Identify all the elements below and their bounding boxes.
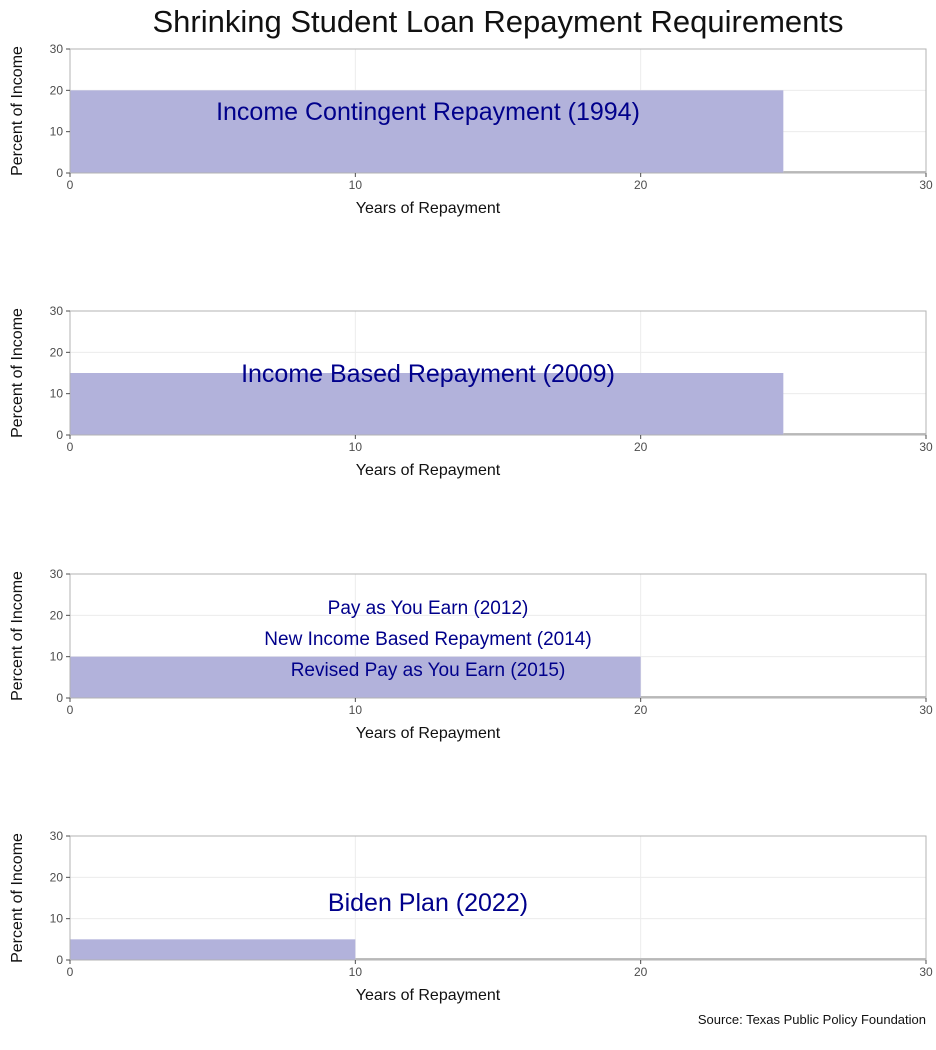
y-axis-title: Percent of Income — [9, 46, 26, 176]
y-tick-label: 20 — [50, 345, 64, 359]
bar-1 — [70, 656, 641, 698]
annotation: Pay as You Earn (2012) — [328, 598, 529, 619]
source-note: Source: Texas Public Policy Foundation — [697, 1012, 926, 1027]
annotation: New Income Based Repayment (2014) — [264, 629, 591, 650]
y-tick-label: 20 — [50, 870, 64, 884]
x-tick-label: 0 — [67, 178, 74, 192]
y-axis-title: Percent of Income — [9, 833, 26, 963]
x-axis-title: Years of Repayment — [356, 200, 501, 217]
x-tick-label: 30 — [919, 440, 933, 454]
y-tick-label: 20 — [50, 83, 64, 97]
x-tick-label: 10 — [349, 440, 363, 454]
panel-border — [69, 573, 927, 699]
x-tick-label: 30 — [919, 703, 933, 717]
x-axis-title: Years of Repayment — [356, 725, 501, 742]
x-tick-label: 0 — [67, 965, 74, 979]
y-tick-label: 0 — [56, 953, 63, 967]
y-tick-label: 30 — [50, 304, 64, 318]
y-axis-title: Percent of Income — [9, 308, 26, 438]
x-tick-label: 10 — [349, 965, 363, 979]
chart-title: Shrinking Student Loan Repayment Require… — [152, 4, 844, 39]
y-tick-label: 30 — [50, 42, 64, 56]
panel-border — [69, 835, 927, 961]
annotation: Income Contingent Repayment (1994) — [216, 98, 640, 126]
y-axis-title: Percent of Income — [9, 571, 26, 701]
y-tick-label: 0 — [56, 166, 63, 180]
x-tick-label: 10 — [349, 703, 363, 717]
panel-1: 0 10 20 30 0 10 20 30 Years of Repayment Percent … — [9, 42, 933, 217]
x-axis-title: Years of Repayment — [356, 462, 501, 479]
bar-1 — [70, 373, 784, 435]
panel-2: 0 10 20 30 0 10 20 30 Years of Repayment Percent … — [9, 304, 933, 479]
x-tick-label: 20 — [634, 965, 648, 979]
y-tick-label: 10 — [50, 387, 64, 401]
x-tick-label: 20 — [634, 440, 648, 454]
x-tick-label: 30 — [919, 965, 933, 979]
x-tick-label: 20 — [634, 703, 648, 717]
y-tick-label: 30 — [50, 567, 64, 581]
y-tick-label: 0 — [56, 428, 63, 442]
annotation: Income Based Repayment (2009) — [241, 360, 615, 388]
x-tick-label: 0 — [67, 703, 74, 717]
y-tick-label: 20 — [50, 608, 64, 622]
y-tick-label: 30 — [50, 829, 64, 843]
x-tick-label: 30 — [919, 178, 933, 192]
panel-border — [69, 48, 927, 174]
annotation: Biden Plan (2022) — [328, 889, 528, 917]
bar-1 — [70, 939, 356, 960]
panel-4: 0 10 20 30 0 10 20 30 Years of Repayment Percent … — [9, 829, 933, 1004]
bar-1 — [70, 90, 784, 173]
y-tick-label: 10 — [50, 125, 64, 139]
x-axis-title: Years of Repayment — [356, 987, 501, 1004]
panel-border — [69, 310, 927, 436]
x-tick-label: 10 — [349, 178, 363, 192]
annotation: Revised Pay as You Earn (2015) — [291, 660, 566, 681]
panel-3: 0 10 20 30 0 10 20 30 Years of Repayment Percent … — [9, 567, 933, 742]
x-tick-label: 0 — [67, 440, 74, 454]
y-tick-label: 10 — [50, 650, 64, 664]
x-tick-label: 20 — [634, 178, 648, 192]
y-tick-label: 0 — [56, 691, 63, 705]
y-tick-label: 10 — [50, 912, 64, 926]
